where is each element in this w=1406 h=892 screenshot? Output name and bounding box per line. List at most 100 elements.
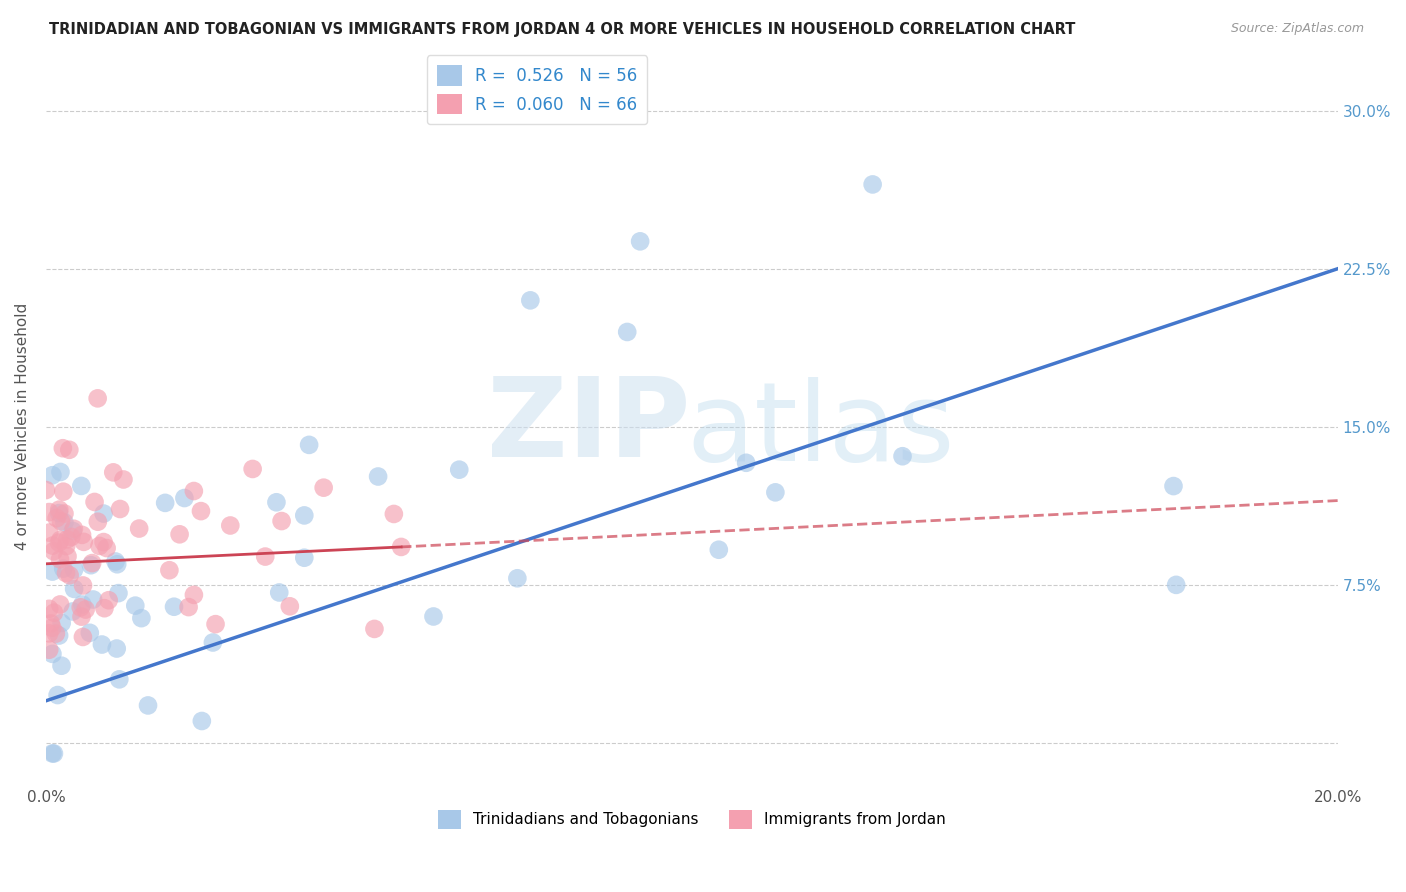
Point [201,635,224,649]
Point [1163,479,1185,493]
Point [60,530,83,544]
Point [38,505,60,519]
Point [72,578,94,592]
Point [73,534,96,549]
Point [312,481,335,495]
Legend: Trinidadians and Tobagonians, Immigrants from Jordan: Trinidadians and Tobagonians, Immigrants… [432,804,952,835]
Point [422,609,444,624]
Point [292,508,315,523]
Point [136,698,159,713]
Point [298,438,321,452]
Point [367,469,389,483]
Point [190,504,212,518]
Point [70,609,93,624]
Point [96,541,118,555]
Point [266,495,288,509]
Point [53,516,76,530]
Point [48,628,70,642]
Point [93,507,115,521]
Point [169,527,191,541]
Point [124,599,146,613]
Point [49,598,72,612]
Point [173,491,195,505]
Point [254,549,277,564]
Point [735,456,758,470]
Point [41,565,63,579]
Point [55,539,77,553]
Point [519,293,541,308]
Point [53,507,76,521]
Point [1166,578,1188,592]
Point [59,568,82,582]
Point [56,533,79,547]
Point [72,598,94,612]
Point [83,495,105,509]
Point [97,593,120,607]
Point [89,539,111,553]
Point [41,468,63,483]
Point [38,602,60,616]
Point [48,502,70,516]
Point [52,561,75,575]
Point [38,626,60,640]
Point [105,558,128,572]
Point [108,673,131,687]
Point [163,599,186,614]
Point [75,602,97,616]
Point [82,592,104,607]
Text: ZIP: ZIP [486,374,690,480]
Point [51,615,73,630]
Point [63,522,86,536]
Point [628,235,651,249]
Point [86,392,108,406]
Point [87,515,110,529]
Point [891,449,914,463]
Point [80,558,103,573]
Point [49,533,72,547]
Point [51,658,73,673]
Point [52,441,75,455]
Point [46,688,69,702]
Point [763,485,786,500]
Text: TRINIDADIAN AND TOBAGONIAN VS IMMIGRANTS FROM JORDAN 4 OR MORE VEHICLES IN HOUSE: TRINIDADIAN AND TOBAGONIAN VS IMMIGRANTS… [49,22,1076,37]
Text: atlas: atlas [686,377,955,483]
Point [63,563,86,577]
Point [41,621,63,635]
Y-axis label: 4 or more Vehicles in Household: 4 or more Vehicles in Household [15,303,30,550]
Point [70,479,93,493]
Point [48,506,70,520]
Point [79,625,101,640]
Point [707,542,730,557]
Point [862,178,884,192]
Point [41,747,63,761]
Point [38,525,60,540]
Point [45,626,67,640]
Point [278,599,301,614]
Point [63,582,86,596]
Point [42,606,65,620]
Text: Source: ZipAtlas.com: Source: ZipAtlas.com [1230,22,1364,36]
Point [269,585,291,599]
Point [363,622,385,636]
Point [177,600,200,615]
Point [55,566,77,580]
Point [191,714,214,728]
Point [112,473,135,487]
Point [108,502,131,516]
Point [219,518,242,533]
Point [183,588,205,602]
Point [104,554,127,568]
Point [38,642,60,657]
Point [41,647,63,661]
Point [153,496,176,510]
Point [48,535,70,549]
Point [90,638,112,652]
Point [157,563,180,577]
Point [49,514,72,528]
Point [56,549,79,564]
Point [93,601,115,615]
Point [292,550,315,565]
Point [41,539,63,553]
Point [131,611,153,625]
Point [242,462,264,476]
